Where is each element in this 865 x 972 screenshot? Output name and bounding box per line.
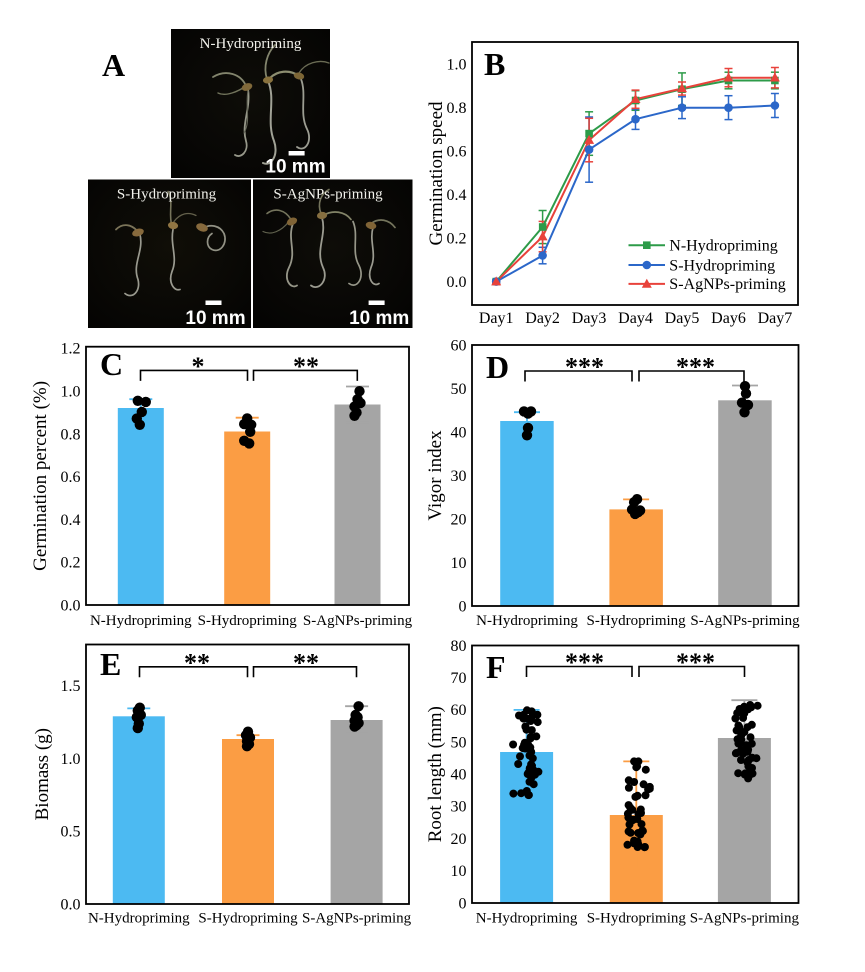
svg-text:10 mm: 10 mm	[185, 308, 245, 329]
svg-text:D: D	[486, 349, 509, 385]
svg-text:20: 20	[451, 511, 467, 528]
svg-text:Germination speed: Germination speed	[426, 101, 447, 246]
svg-text:S-AgNPs-priming: S-AgNPs-priming	[669, 276, 785, 293]
svg-text:70: 70	[451, 670, 467, 687]
svg-text:N-Hydropriming: N-Hydropriming	[669, 238, 777, 255]
svg-text:***: ***	[676, 648, 715, 677]
svg-text:**: **	[293, 648, 319, 677]
svg-text:S-Hydropriming: S-Hydropriming	[198, 911, 298, 927]
svg-text:10 mm: 10 mm	[265, 157, 325, 178]
svg-text:S-AgNPs-priming: S-AgNPs-priming	[690, 911, 800, 927]
svg-text:80: 80	[451, 638, 467, 655]
svg-text:Root length (mm): Root length (mm)	[425, 706, 446, 842]
svg-text:Vigor index: Vigor index	[425, 430, 446, 521]
svg-text:0.4: 0.4	[447, 187, 467, 204]
svg-text:***: ***	[565, 353, 604, 382]
svg-text:Day7: Day7	[758, 310, 793, 327]
svg-text:S-AgNPs-priming: S-AgNPs-priming	[303, 613, 413, 629]
svg-text:N-Hydropriming: N-Hydropriming	[200, 36, 302, 52]
svg-text:1.0: 1.0	[61, 384, 81, 401]
svg-text:N-Hydropriming: N-Hydropriming	[476, 613, 578, 629]
svg-text:C: C	[100, 346, 123, 382]
svg-text:0.6: 0.6	[447, 144, 467, 161]
svg-text:10 mm: 10 mm	[349, 308, 409, 329]
svg-text:N-Hydropriming: N-Hydropriming	[476, 911, 578, 927]
svg-text:F: F	[486, 649, 506, 685]
svg-text:Day1: Day1	[479, 310, 514, 327]
svg-text:1.0: 1.0	[447, 57, 467, 74]
svg-text:S-Hydropriming: S-Hydropriming	[117, 187, 217, 203]
svg-text:Day4: Day4	[618, 310, 653, 327]
svg-text:***: ***	[676, 353, 715, 382]
svg-text:30: 30	[451, 799, 467, 816]
svg-text:Day6: Day6	[711, 310, 746, 327]
svg-text:0.6: 0.6	[61, 469, 81, 486]
svg-text:Biomass (g): Biomass (g)	[32, 728, 53, 820]
svg-text:0.0: 0.0	[61, 896, 81, 913]
svg-text:40: 40	[451, 767, 467, 784]
svg-text:0.8: 0.8	[447, 100, 467, 117]
svg-text:Day5: Day5	[665, 310, 700, 327]
svg-text:**: **	[293, 352, 319, 381]
svg-text:S-Hydropriming: S-Hydropriming	[669, 257, 775, 274]
svg-text:1.0: 1.0	[61, 751, 81, 768]
svg-text:S-AgNPs-priming: S-AgNPs-priming	[273, 187, 383, 203]
svg-text:0: 0	[459, 598, 467, 615]
svg-text:0.2: 0.2	[447, 230, 467, 247]
svg-text:Day2: Day2	[525, 310, 560, 327]
svg-text:10: 10	[451, 863, 467, 880]
svg-text:50: 50	[451, 734, 467, 751]
svg-text:S-Hydropriming: S-Hydropriming	[587, 911, 687, 927]
svg-text:50: 50	[451, 381, 467, 398]
svg-text:0.0: 0.0	[447, 274, 467, 291]
svg-text:0.4: 0.4	[61, 512, 81, 529]
svg-text:S-AgNPs-priming: S-AgNPs-priming	[302, 911, 412, 927]
svg-text:40: 40	[451, 425, 467, 442]
svg-text:E: E	[100, 646, 121, 682]
svg-text:30: 30	[451, 468, 467, 485]
svg-text:N-Hydropriming: N-Hydropriming	[88, 911, 190, 927]
svg-text:S-Hydropriming: S-Hydropriming	[587, 613, 687, 629]
svg-text:A: A	[102, 47, 125, 83]
svg-text:1.2: 1.2	[61, 341, 81, 358]
svg-text:Germination percent (%): Germination percent (%)	[30, 381, 51, 571]
svg-text:0: 0	[459, 895, 467, 912]
svg-text:S-Hydropriming: S-Hydropriming	[198, 613, 298, 629]
svg-text:60: 60	[451, 338, 467, 355]
svg-text:***: ***	[565, 648, 604, 677]
svg-text:0.0: 0.0	[61, 597, 81, 614]
svg-text:0.8: 0.8	[61, 426, 81, 443]
svg-text:1.5: 1.5	[61, 678, 81, 695]
svg-text:0.2: 0.2	[61, 555, 81, 572]
svg-text:60: 60	[451, 702, 467, 719]
svg-text:B: B	[484, 46, 505, 82]
svg-text:Day3: Day3	[572, 310, 607, 327]
svg-text:S-AgNPs-priming: S-AgNPs-priming	[690, 613, 800, 629]
svg-text:**: **	[184, 648, 210, 677]
svg-text:20: 20	[451, 831, 467, 848]
svg-text:10: 10	[451, 555, 467, 572]
svg-text:0.5: 0.5	[61, 824, 81, 841]
svg-text:N-Hydropriming: N-Hydropriming	[90, 613, 192, 629]
svg-text:*: *	[192, 352, 205, 381]
